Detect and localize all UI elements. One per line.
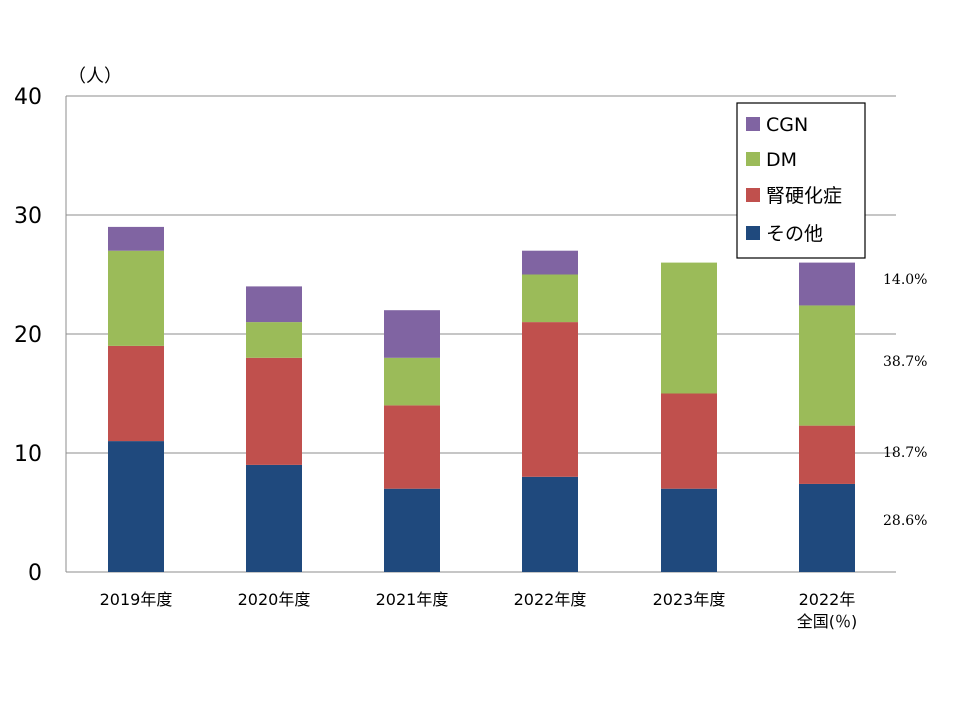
percent-label-3: 18.7% [883,445,927,461]
bar-segment-1-2 [108,345,164,442]
legend-swatch-3 [746,188,760,202]
bar-segment-3-1 [384,488,440,572]
bar-segment-3-4 [384,310,440,358]
percent-label-4: 28.6% [883,513,927,529]
bar-segment-6-2 [799,425,855,484]
legend-swatch-1 [746,117,760,131]
bar-segment-3-3 [384,357,440,406]
y-tick-label-0: 0 [28,561,42,586]
bar-segment-6-3 [799,305,855,426]
bar-segment-4-1 [522,476,578,572]
y-tick-label-10: 10 [14,442,42,467]
x-tick-label-2: 2020年度 [238,590,311,609]
y-tick-label-40: 40 [14,85,42,110]
bar-segment-2-2 [246,357,302,465]
bar-segment-1-3 [108,250,164,346]
legend-label-1: CGN [766,114,808,136]
y-unit-label: （人） [68,66,122,87]
x-tick-label-4: 2022年度 [514,590,587,609]
bar-segment-4-4 [522,250,578,275]
x-tick-label-1: 2019年度 [100,590,173,609]
legend-label-2: DM [766,149,797,171]
x-tick-label-5: 2023年度 [653,590,726,609]
bar-segment-5-2 [661,393,717,489]
bar-segment-1-1 [108,441,164,572]
gridlines [66,95,896,454]
bar-segment-6-4 [799,262,855,306]
bar-segment-2-3 [246,322,302,358]
x-tick-label-3: 2021年度 [376,590,449,609]
bar-segment-3-2 [384,405,440,489]
bar-segment-5-1 [661,488,717,572]
percent-label-1: 14.0% [883,272,927,288]
legend-swatch-2 [746,152,760,166]
bar-segment-2-4 [246,286,302,323]
percent-label-2: 38.7% [883,354,927,370]
bar-segment-4-3 [522,274,578,323]
x-tick-label-6-line1: 2022年 [799,590,856,609]
bar-segment-2-1 [246,464,302,572]
y-tick-label-30: 30 [14,204,42,229]
legend-label-4: その他 [766,223,823,245]
bar-segment-6-1 [799,483,855,572]
axes [65,96,896,573]
percent-annotations: 14.0% 38.7% 18.7% 28.6% [883,272,927,529]
bars [108,226,855,572]
legend-swatch-4 [746,226,760,240]
bar-segment-5-3 [661,262,717,394]
tick-labels: 0 10 20 30 40 2019年度 2020年度 2021年度 2022年度 2023年度 2… [14,85,857,631]
legend-label-3: 腎硬化症 [766,185,842,207]
bar-segment-1-4 [108,226,164,251]
bar-segment-4-2 [522,322,578,477]
y-tick-label-20: 20 [14,323,42,348]
x-tick-label-6-line2: 全国(％) [797,612,858,631]
